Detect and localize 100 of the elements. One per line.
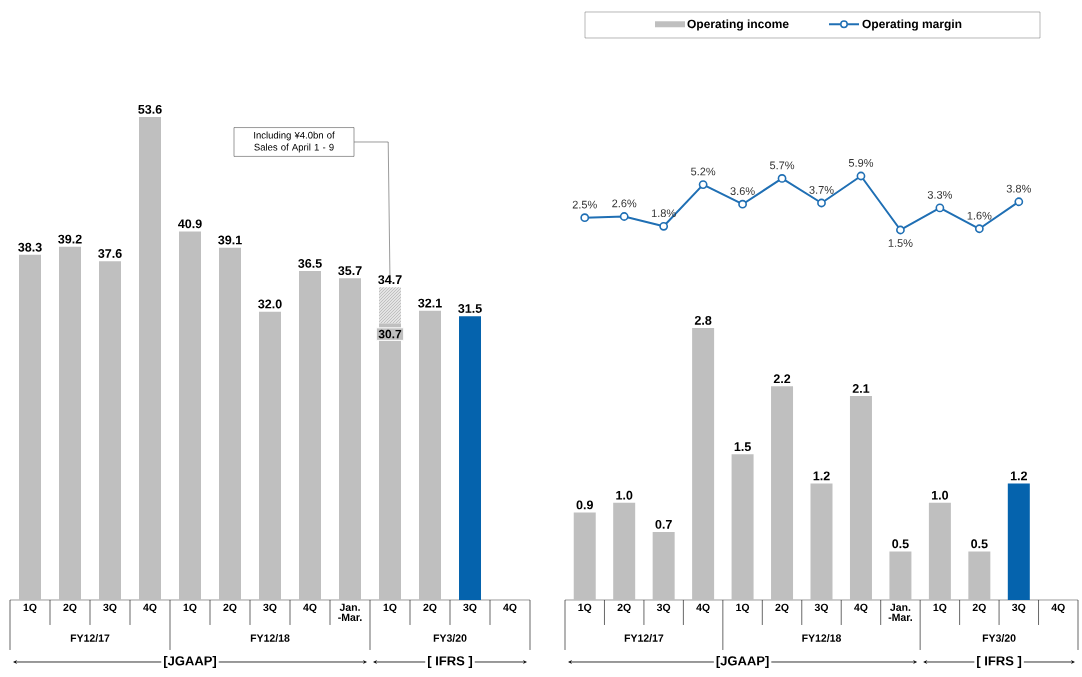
data-label: 2.2 <box>773 374 791 384</box>
x-tick-label: 4Q <box>696 603 710 614</box>
x-tick-label: 2Q <box>63 603 77 614</box>
point <box>659 221 669 231</box>
x-tick-label: 2Q <box>223 603 237 614</box>
data-label: 0.9 <box>576 500 593 510</box>
x-tick-label: 3Q <box>656 603 671 614</box>
data-label: 1.5% <box>888 239 913 247</box>
data-label: 39.2 <box>58 234 82 244</box>
bar <box>771 386 794 600</box>
bar <box>731 454 754 600</box>
point <box>1014 197 1024 207</box>
point <box>580 213 590 223</box>
point <box>738 199 747 209</box>
x-tick-label: 4Q <box>854 603 868 614</box>
data-label: 1.0 <box>616 490 633 500</box>
x-tick-label: 3Q <box>463 603 477 614</box>
point <box>896 225 905 235</box>
data-label: 35.7 <box>338 266 362 276</box>
x-tick-label: 1Q <box>23 603 37 614</box>
point <box>974 224 984 234</box>
data-label: 40.9 <box>178 219 202 229</box>
bar <box>299 271 322 600</box>
data-label: 1.8% <box>651 209 676 218</box>
data-label: 30.7 <box>378 329 402 339</box>
x-tick-label: 4Q <box>1051 603 1065 614</box>
bar <box>889 551 912 600</box>
data-label: 0.7 <box>655 519 672 529</box>
text: FY12/17 <box>624 634 664 642</box>
data-label: 31.5 <box>458 304 482 313</box>
bar <box>259 311 282 600</box>
text: FY12/18 <box>802 634 842 642</box>
text: FY3/20 <box>433 634 467 642</box>
data-label: 3.8% <box>1006 184 1031 193</box>
data-label: 3.6% <box>730 187 755 196</box>
x-tick-label: 2Q <box>972 603 986 614</box>
bar <box>219 247 242 600</box>
text: [JGAAP] <box>164 655 217 669</box>
data-label: 2.1 <box>852 384 870 393</box>
data-label: 2.5% <box>572 200 597 209</box>
text: FY12/18 <box>250 634 290 642</box>
x-tick-label: 2Q <box>775 603 789 614</box>
bar <box>613 502 636 600</box>
data-label: 5.9% <box>848 159 874 167</box>
bar <box>179 231 202 600</box>
bar <box>379 323 402 600</box>
text: FY12/17 <box>70 634 110 642</box>
data-label: 1.2 <box>813 471 830 481</box>
x-tick-label: 2Q <box>617 603 631 614</box>
x-tick-label: 1Q <box>578 603 592 614</box>
data-label: 5.7% <box>769 161 795 170</box>
point <box>817 198 826 208</box>
data-label: 32.1 <box>418 298 442 308</box>
x-tick-label: 4Q <box>303 603 317 614</box>
bar <box>459 316 482 600</box>
x-tick-label: 4Q <box>143 603 157 614</box>
x-tick-label: 3Q <box>103 603 117 614</box>
bar <box>19 254 42 600</box>
data-label: 0.5 <box>892 539 909 549</box>
x-tick-label: 3Q <box>1012 603 1026 614</box>
legend-label: Operating income <box>687 19 789 31</box>
total-label: 34.7 <box>378 275 402 285</box>
data-label: 38.3 <box>18 242 42 252</box>
data-label: 3.3% <box>927 190 953 199</box>
data-label: 36.5 <box>298 259 322 268</box>
bar <box>652 531 675 600</box>
point <box>935 203 945 213</box>
bar <box>968 551 991 600</box>
x-tick-label: 3Q <box>814 603 829 614</box>
x-tick-label: Jan. -Mar. <box>888 603 912 621</box>
bar <box>99 261 122 600</box>
x-tick-label: 1Q <box>383 603 397 614</box>
data-label: 53.6 <box>138 104 162 114</box>
data-label: 1.2 <box>1010 471 1027 481</box>
annotation: Including ¥4.0bn of Sales of April 1 - 9 <box>254 131 335 153</box>
bar <box>59 246 82 600</box>
point <box>856 171 866 181</box>
text: [ IFRS ] <box>428 655 473 669</box>
data-label: 1.0 <box>931 490 949 500</box>
point <box>698 180 708 189</box>
text: FY3/20 <box>982 634 1016 642</box>
data-label: 2.8 <box>694 315 712 325</box>
bar <box>573 512 596 600</box>
data-label: 0.5 <box>971 539 988 549</box>
bar <box>1007 483 1030 600</box>
bar <box>849 395 872 600</box>
point <box>619 212 629 221</box>
text: [ IFRS ] <box>977 655 1022 669</box>
legend-label: Operating margin <box>862 19 962 31</box>
data-label: 5.2% <box>691 167 716 176</box>
data-label: 37.6 <box>98 249 122 258</box>
x-tick-label: 3Q <box>263 603 277 614</box>
x-tick-label: 1Q <box>183 603 197 614</box>
bar <box>810 483 833 600</box>
data-label: 39.1 <box>218 235 242 245</box>
x-tick-label: Jan. -Mar. <box>338 603 362 621</box>
bar <box>419 310 442 600</box>
bar <box>692 327 715 600</box>
data-label: 2.6% <box>612 199 637 208</box>
bar <box>928 502 951 600</box>
